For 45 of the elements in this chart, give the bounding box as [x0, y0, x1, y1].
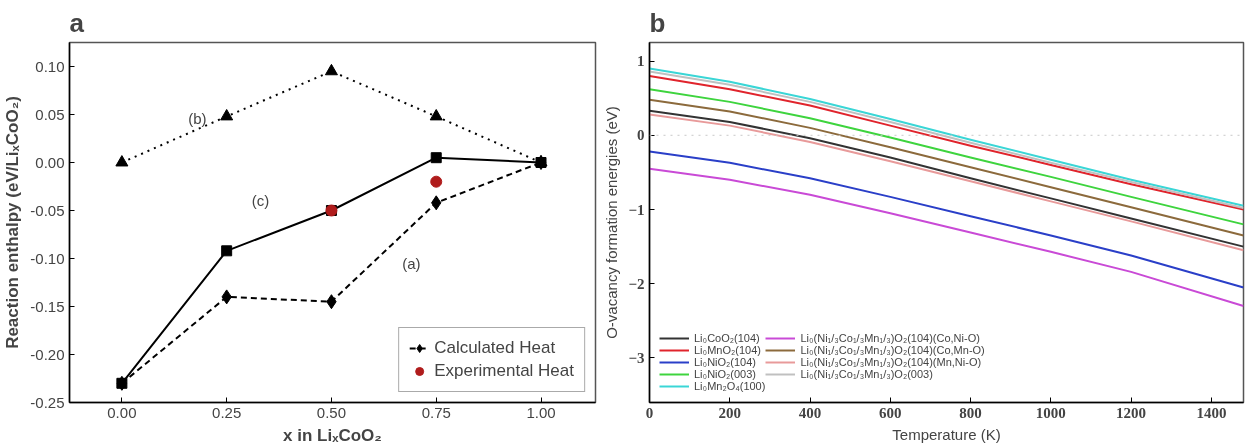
x-tick-label: 0.00	[107, 403, 137, 421]
y-tick-label: -0.10	[30, 249, 65, 267]
y-tick-label: −3	[628, 349, 645, 366]
legend-label: Li₀Mn₂O₄(100)	[694, 380, 766, 392]
y-tick-label: −1	[628, 201, 645, 218]
x-axis-title: Temperature (K)	[892, 425, 1001, 443]
y-tick-label: -0.15	[30, 297, 65, 315]
legend-label: Li₀NiO₂(003)	[694, 368, 757, 380]
annotation: (a)	[402, 254, 421, 272]
x-axis-title: x in LiₓCoO₂	[283, 425, 382, 445]
legend-label: Experimental Heat	[434, 361, 574, 381]
legend-label: Li₀MnO₂(104)	[694, 344, 761, 356]
x-tick-label: 1400	[1196, 404, 1227, 421]
annotation: (c)	[251, 192, 270, 210]
legend-label: Li₀CoO₂(104)	[694, 332, 760, 344]
legend-label: Li₀(Ni₁/₃Co₁/₃Mn₁/₃)O₂(104)(Co,Ni-O)	[800, 332, 980, 344]
x-tick-label: 200	[718, 404, 742, 421]
x-tick-label: 0.75	[421, 403, 451, 421]
y-tick-label: -0.20	[30, 345, 65, 363]
legend-label: Li₀NiO₂(104)	[694, 356, 757, 368]
legend-label: Li₀(Ni₁/₃Co₁/₃Mn₁/₃)O₂(104)(Mn,Ni-O)	[800, 356, 982, 368]
y-tick-label: 0.10	[35, 57, 65, 75]
x-tick-label: 1200	[1116, 404, 1147, 421]
legend-label: Li₀(Ni₁/₃Co₁/₃Mn₁/₃)O₂(003)	[800, 368, 933, 380]
x-tick-label: 600	[879, 404, 902, 421]
legend-label: Li₀(Ni₁/₃Co₁/₃Mn₁/₃)O₂(104)(Co,Mn-O)	[800, 344, 985, 356]
x-tick-label: 1.00	[526, 403, 556, 421]
x-tick-label: 0.25	[212, 403, 242, 421]
y-axis-title: O-vacancy formation energies (eV)	[603, 106, 621, 339]
y-tick-label: 0.00	[35, 153, 65, 171]
annotation: (b)	[188, 109, 207, 127]
y-tick-label: 1	[637, 53, 645, 70]
x-tick-label: 800	[959, 404, 982, 421]
y-axis-title: Reaction enthalpy (eV/LiₓCoO₂)	[3, 96, 23, 349]
y-tick-label: 0.05	[35, 105, 65, 123]
y-tick-label: -0.25	[30, 393, 65, 411]
y-tick-label: -0.05	[30, 201, 65, 219]
x-tick-label: 400	[798, 404, 822, 421]
x-tick-label: 1000	[1035, 404, 1066, 421]
y-tick-label: −2	[628, 275, 645, 292]
chart-title: b	[649, 7, 666, 38]
x-tick-label: 0.50	[316, 403, 347, 421]
legend-label: Calculated Heat	[434, 338, 556, 358]
chart-title: a	[69, 7, 85, 38]
y-tick-label: 0	[637, 127, 645, 144]
